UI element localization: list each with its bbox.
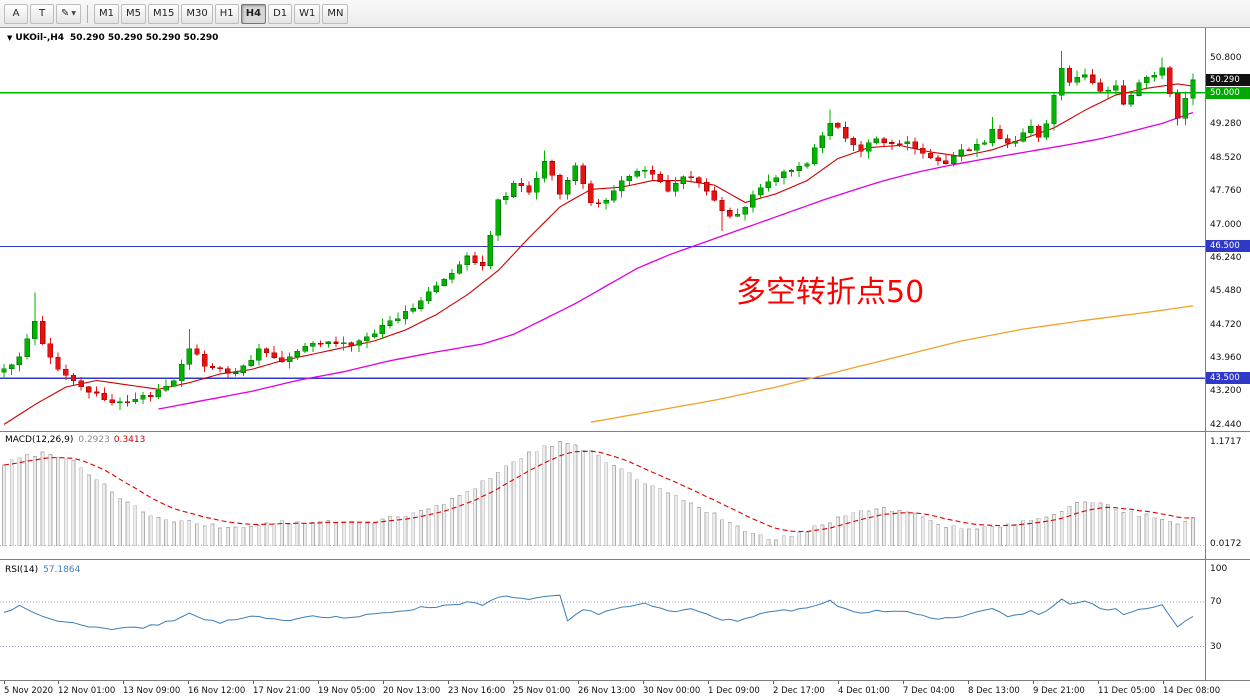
time-axis-label: 1 Dec 09:00 [708,686,760,696]
timeframe-button-m5[interactable]: M5 [121,3,147,24]
timeframe-button-h1[interactable]: H1 [214,3,239,24]
price-axis-label: 43.960 [1210,353,1242,364]
timeframe-button-m1[interactable]: M1 [94,3,120,24]
time-axis-label: 16 Nov 12:00 [188,686,246,696]
text-tool-button[interactable]: T [30,3,54,24]
time-axis-label: 4 Dec 01:00 [838,686,890,696]
symbol-period-label: UKOil-,H4 [15,33,65,43]
time-axis-label: 8 Dec 13:00 [968,686,1020,696]
top-toolbar: A T ✎ ▼ M1 M5 M15 M30 H1 H4 D1 W1 MN [0,0,1250,28]
draw-tool-button[interactable]: ✎ ▼ [56,3,82,24]
macd-label: MACD(12,26,9) 0.2923 0.3413 [5,435,145,445]
ohlc-readout: 50.290 50.290 50.290 50.290 [70,33,219,43]
text-tool-button-glyph: T [38,8,46,19]
rsi-label: RSI(14) 57.1864 [5,565,80,575]
time-axis-label: 20 Nov 13:00 [383,686,441,696]
font-tool-button-glyph: A [12,8,20,19]
time-axis-label: 30 Nov 00:00 [643,686,701,696]
time-axis-label: 7 Dec 04:00 [903,686,955,696]
rsi-axis-label: 100 [1210,563,1228,574]
font-tool-button[interactable]: A [4,3,28,24]
rsi-axis-label: 30 [1210,641,1222,652]
time-axis-label: 23 Nov 16:00 [448,686,506,696]
price-axis-label: 44.720 [1210,319,1242,330]
timeframe-button-m30[interactable]: M30 [181,3,213,24]
time-axis-label: 14 Dec 08:00 [1163,686,1221,696]
price-axis-label: 47.000 [1210,219,1242,230]
price-axis-badge: 50.290 [1206,73,1250,86]
price-axis-badge: 46.500 [1206,240,1250,253]
price-axis-label: 50.800 [1210,52,1242,63]
price-axis-badge: 43.500 [1206,372,1250,385]
timeframe-button-m15[interactable]: M15 [148,3,180,24]
time-axis-label: 19 Nov 05:00 [318,686,376,696]
timeframe-button-d1[interactable]: D1 [268,3,293,24]
price-axis-label: 48.520 [1210,152,1242,163]
price-axis-badge: 50.000 [1206,86,1250,99]
collapse-triangle-icon[interactable]: ▼ [7,34,13,42]
chart-annotation-text: 多空转折点50 [736,275,925,310]
price-axis-label: 47.760 [1210,186,1242,197]
macd-axis-label: 0.0172 [1210,539,1242,550]
rsi-axis-label: 70 [1210,597,1222,608]
timeframe-button-mn[interactable]: MN [322,3,349,24]
chart-area[interactable]: ▼ UKOil-,H4 50.290 50.290 50.290 50.290 MA… [0,28,1250,698]
time-axis-label: 9 Dec 21:00 [1033,686,1085,696]
macd-axis-label: 1.1717 [1210,436,1242,447]
price-axis-label: 45.480 [1210,286,1242,297]
price-chart-canvas[interactable] [0,28,1250,698]
price-axis-label: 49.280 [1210,119,1242,130]
macd-signal-value: 0.3413 [113,435,146,445]
time-axis-label: 2 Dec 17:00 [773,686,825,696]
toolbar-separator [87,4,89,23]
timeframe-buttons-group: M1 M5 M15 M30 H1 H4 D1 W1 MN [94,3,349,24]
time-axis-label: 12 Nov 01:00 [58,686,116,696]
draw-tool-button-glyph: ✎ [61,8,70,19]
timeframe-button-w1[interactable]: W1 [294,3,321,24]
time-axis-label: 17 Nov 21:00 [253,686,311,696]
rsi-name: RSI(14) [5,565,39,575]
time-axis-label: 11 Dec 05:00 [1098,686,1156,696]
rsi-value: 57.1864 [43,565,81,575]
price-axis-label: 42.440 [1210,419,1242,430]
macd-name: MACD(12,26,9) [5,435,74,445]
dropdown-caret-icon: ▼ [71,10,77,17]
price-axis-label: 43.200 [1210,386,1242,397]
chart-title: ▼ UKOil-,H4 50.290 50.290 50.290 50.290 [7,33,218,43]
timeframe-button-h4[interactable]: H4 [240,3,267,24]
time-axis-label: 5 Nov 2020 [4,686,54,696]
tool-buttons-group: A T ✎ ▼ [4,3,82,24]
time-axis-label: 26 Nov 13:00 [578,686,636,696]
time-axis-label: 25 Nov 01:00 [513,686,571,696]
macd-main-value: 0.2923 [78,435,110,445]
price-axis-label: 46.240 [1210,252,1242,263]
time-axis-label: 13 Nov 09:00 [123,686,181,696]
